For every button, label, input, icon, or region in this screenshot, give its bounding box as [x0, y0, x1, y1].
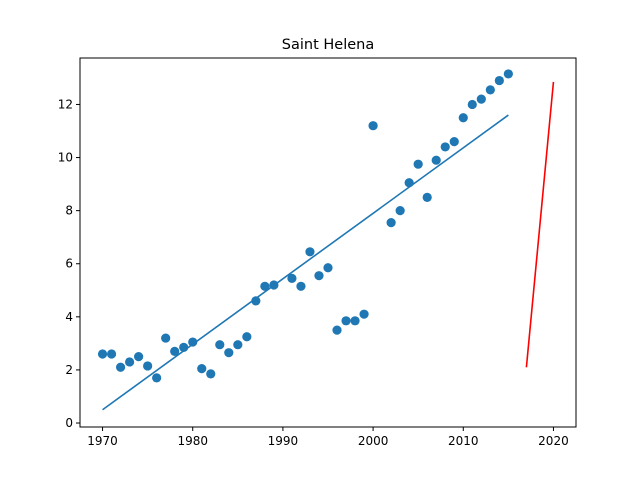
x-tick-label: 1990: [268, 434, 299, 448]
chart-title: Saint Helena: [282, 37, 374, 53]
x-tick-label: 1970: [87, 434, 118, 448]
data-point-1: [106, 349, 117, 359]
data-point-43: [503, 69, 513, 79]
data-point-7: [161, 333, 171, 343]
data-point-16: [242, 332, 252, 342]
data-point-8: [170, 346, 180, 356]
data-point-6: [152, 373, 162, 383]
data-point-29: [368, 121, 378, 131]
y-tick-label: 0: [65, 416, 73, 430]
plot-area: [97, 69, 555, 411]
data-point-2: [115, 362, 126, 372]
data-point-35: [431, 155, 441, 165]
data-point-20: [287, 273, 297, 283]
data-point-34: [422, 192, 432, 202]
x-tick-label: 1980: [177, 434, 208, 448]
data-point-10: [188, 337, 198, 347]
data-point-31: [395, 206, 405, 216]
data-point-39: [467, 99, 477, 110]
data-point-14: [224, 348, 234, 358]
data-point-37: [449, 137, 459, 147]
data-point-5: [143, 361, 153, 371]
x-tick-label: 2010: [448, 434, 479, 448]
data-point-15: [233, 340, 243, 350]
data-point-30: [386, 217, 396, 228]
series-line-2: [525, 81, 555, 368]
data-point-32: [404, 178, 414, 188]
series-line-1: [102, 114, 509, 411]
data-point-21: [296, 281, 306, 291]
y-tick-label: 10: [58, 151, 73, 165]
data-point-22: [305, 247, 315, 257]
data-point-41: [485, 85, 495, 95]
y-tick-label: 12: [58, 97, 73, 111]
data-point-4: [134, 352, 144, 362]
data-point-3: [125, 357, 135, 367]
axes-frame: [79, 57, 577, 428]
data-point-13: [215, 340, 225, 350]
data-point-25: [332, 325, 342, 335]
data-point-18: [260, 281, 270, 291]
x-tick-label: 2000: [358, 434, 389, 448]
data-point-24: [323, 263, 333, 273]
data-point-38: [458, 113, 468, 123]
data-point-40: [476, 94, 486, 104]
data-point-33: [413, 159, 423, 169]
data-point-11: [197, 364, 207, 374]
data-point-28: [359, 309, 369, 319]
data-point-23: [314, 271, 324, 281]
data-point-42: [494, 75, 504, 86]
axes: 1970 1980 1990 2000 2010 2020 0 2 4 6 8 10 12: [58, 57, 577, 448]
data-point-17: [251, 296, 261, 306]
data-point-0: [97, 349, 108, 359]
y-tick-label: 4: [65, 310, 73, 324]
data-point-36: [440, 142, 450, 152]
y-tick-label: 8: [65, 204, 73, 218]
x-tick-label: 2020: [538, 434, 569, 448]
data-point-26: [341, 316, 351, 326]
y-tick-label: 6: [65, 257, 73, 271]
data-point-27: [350, 316, 360, 326]
y-tick-label: 2: [65, 363, 73, 377]
data-point-12: [206, 369, 216, 379]
